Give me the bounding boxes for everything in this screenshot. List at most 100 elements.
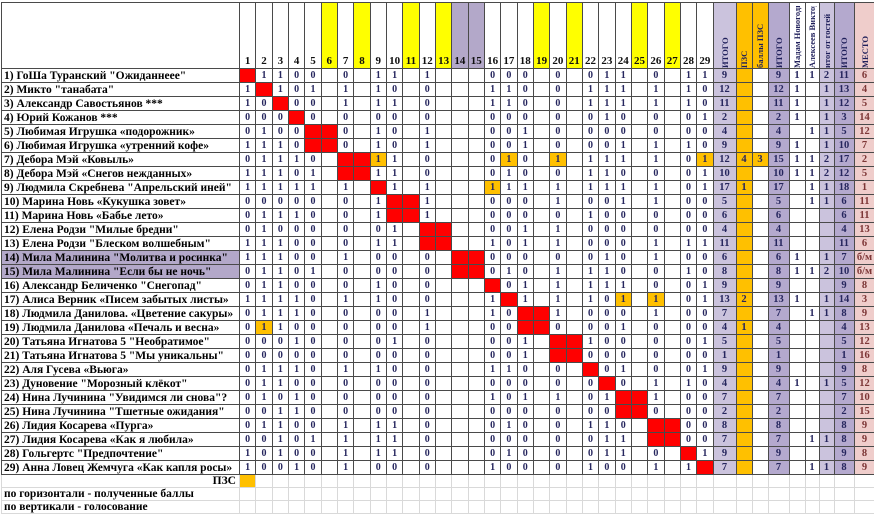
vote-cell[interactable]: 0 bbox=[418, 152, 436, 167]
vote-cell[interactable] bbox=[320, 110, 338, 125]
summary-cell-pzs-votes[interactable] bbox=[735, 376, 753, 391]
summary-cell-guest-alekseev-vote[interactable] bbox=[804, 320, 820, 335]
note-horizontal-scores[interactable]: по горизонтали - полученные баллы bbox=[1, 487, 240, 501]
vote-cell[interactable] bbox=[434, 348, 453, 363]
vote-cell[interactable] bbox=[467, 236, 485, 251]
vote-cell[interactable]: 0 bbox=[418, 376, 436, 391]
summary-cell-place[interactable]: 8 bbox=[853, 278, 874, 293]
empty-cell[interactable] bbox=[696, 487, 714, 501]
summary-cell-total-score[interactable]: 5 bbox=[712, 194, 737, 209]
vote-cell[interactable]: 0 bbox=[287, 446, 306, 461]
vote-cell[interactable]: 1 bbox=[598, 68, 616, 83]
vote-cell[interactable]: 0 bbox=[336, 110, 355, 125]
self-vote-cell[interactable] bbox=[663, 418, 681, 433]
vote-cell[interactable]: 0 bbox=[238, 362, 257, 377]
vote-cell[interactable]: 1 bbox=[385, 222, 404, 237]
vote-cell[interactable] bbox=[402, 418, 420, 433]
vote-cell[interactable]: 1 bbox=[271, 278, 289, 293]
vote-cell[interactable] bbox=[320, 166, 338, 181]
empty-cell[interactable] bbox=[483, 500, 502, 514]
vote-cell[interactable]: 0 bbox=[418, 446, 436, 461]
vote-cell[interactable]: 0 bbox=[516, 82, 534, 97]
vote-cell[interactable]: 0 bbox=[500, 320, 518, 335]
vote-cell[interactable] bbox=[402, 320, 420, 335]
summary-cell-place[interactable]: 5 bbox=[853, 166, 874, 181]
summary-cell-pzs-bonus[interactable] bbox=[751, 390, 769, 405]
summary-cell-guest-madam-vote[interactable] bbox=[788, 418, 806, 433]
empty-cell[interactable] bbox=[735, 474, 753, 488]
vote-cell[interactable]: 0 bbox=[304, 306, 322, 321]
summary-cell-total-score[interactable]: 7 bbox=[712, 460, 737, 475]
vote-cell[interactable] bbox=[663, 320, 681, 335]
vote-cell[interactable]: 0 bbox=[304, 376, 322, 391]
summary-cell-total-with-pzs[interactable]: 17 bbox=[767, 180, 790, 195]
summary-cell-pzs-votes[interactable] bbox=[735, 68, 753, 83]
vote-cell[interactable]: 1 bbox=[369, 124, 387, 139]
vote-cell[interactable] bbox=[402, 362, 420, 377]
vote-cell[interactable] bbox=[565, 124, 583, 139]
vote-cell[interactable]: 0 bbox=[304, 418, 322, 433]
empty-cell[interactable] bbox=[418, 474, 436, 488]
summary-cell-guest-alekseev-vote[interactable]: 1 bbox=[804, 432, 820, 447]
vote-cell[interactable]: 0 bbox=[696, 82, 714, 97]
summary-cell-guest-madam-vote[interactable]: 1 bbox=[788, 376, 806, 391]
summary-cell-final-total[interactable]: 9 bbox=[833, 362, 855, 377]
empty-cell[interactable] bbox=[402, 487, 420, 501]
vote-cell[interactable] bbox=[630, 82, 649, 97]
empty-cell[interactable] bbox=[467, 474, 485, 488]
summary-cell-total-with-pzs[interactable]: 6 bbox=[767, 208, 790, 223]
vote-cell[interactable] bbox=[402, 376, 420, 391]
vote-cell[interactable]: 0 bbox=[483, 264, 502, 279]
vote-cell[interactable] bbox=[630, 278, 649, 293]
vote-cell[interactable]: 0 bbox=[304, 446, 322, 461]
vote-cell[interactable]: 0 bbox=[500, 348, 518, 363]
entry-label[interactable]: 12) Елена Родзи "Милые бредни" bbox=[1, 222, 240, 237]
self-vote-cell[interactable] bbox=[418, 222, 436, 237]
vote-cell[interactable]: 1 bbox=[696, 236, 714, 251]
summary-cell-guest-alekseev-vote[interactable]: 1 bbox=[804, 124, 820, 139]
vote-cell[interactable] bbox=[565, 376, 583, 391]
vote-cell[interactable]: 0 bbox=[418, 110, 436, 125]
vote-cell[interactable]: 0 bbox=[369, 460, 387, 475]
vote-cell[interactable] bbox=[353, 180, 371, 195]
summary-cell-total-score[interactable]: 13 bbox=[712, 292, 737, 307]
vote-cell[interactable]: 1 bbox=[255, 236, 273, 251]
vote-cell[interactable]: 0 bbox=[336, 124, 355, 139]
vote-cell[interactable]: 1 bbox=[598, 110, 616, 125]
vote-cell[interactable] bbox=[402, 348, 420, 363]
summary-cell-guest-total[interactable]: 2 bbox=[818, 166, 835, 181]
vote-cell[interactable]: 1 bbox=[679, 82, 698, 97]
vote-cell[interactable]: 1 bbox=[696, 278, 714, 293]
summary-cell-total-score[interactable]: 7 bbox=[712, 390, 737, 405]
vote-cell[interactable]: 0 bbox=[696, 250, 714, 265]
vote-cell[interactable]: 1 bbox=[418, 180, 436, 195]
vote-cell[interactable]: 1 bbox=[516, 390, 534, 405]
vote-cell[interactable]: 1 bbox=[238, 292, 257, 307]
vote-cell[interactable]: 0 bbox=[369, 110, 387, 125]
voter-column-header-9[interactable]: 9 bbox=[369, 2, 387, 69]
vote-cell[interactable]: 0 bbox=[483, 110, 502, 125]
vote-cell[interactable]: 0 bbox=[304, 320, 322, 335]
vote-cell[interactable]: 0 bbox=[483, 418, 502, 433]
vote-cell[interactable]: 1 bbox=[271, 250, 289, 265]
vote-cell[interactable] bbox=[565, 194, 583, 209]
summary-cell-total-score[interactable]: 9 bbox=[712, 362, 737, 377]
vote-cell[interactable]: 1 bbox=[271, 138, 289, 153]
empty-cell[interactable] bbox=[336, 500, 355, 514]
vote-cell[interactable]: 1 bbox=[500, 264, 518, 279]
summary-cell-pzs-bonus[interactable] bbox=[751, 404, 769, 419]
summary-cell-pzs-bonus[interactable] bbox=[751, 432, 769, 447]
summary-cell-total-score[interactable]: 11 bbox=[712, 96, 737, 111]
vote-cell[interactable]: 0 bbox=[581, 194, 600, 209]
vote-cell[interactable]: 0 bbox=[271, 110, 289, 125]
vote-cell[interactable]: 1 bbox=[271, 68, 289, 83]
vote-cell[interactable]: 1 bbox=[614, 68, 632, 83]
vote-cell[interactable]: 1 bbox=[271, 166, 289, 181]
vote-cell[interactable] bbox=[565, 320, 583, 335]
vote-cell[interactable]: 1 bbox=[287, 292, 306, 307]
vote-cell[interactable] bbox=[630, 348, 649, 363]
summary-cell-total-with-pzs[interactable]: 15 bbox=[767, 152, 790, 167]
vote-cell[interactable]: 1 bbox=[385, 180, 404, 195]
summary-header-bally[interactable]: баллы ПЗС bbox=[751, 2, 769, 69]
vote-cell[interactable]: 0 bbox=[369, 306, 387, 321]
